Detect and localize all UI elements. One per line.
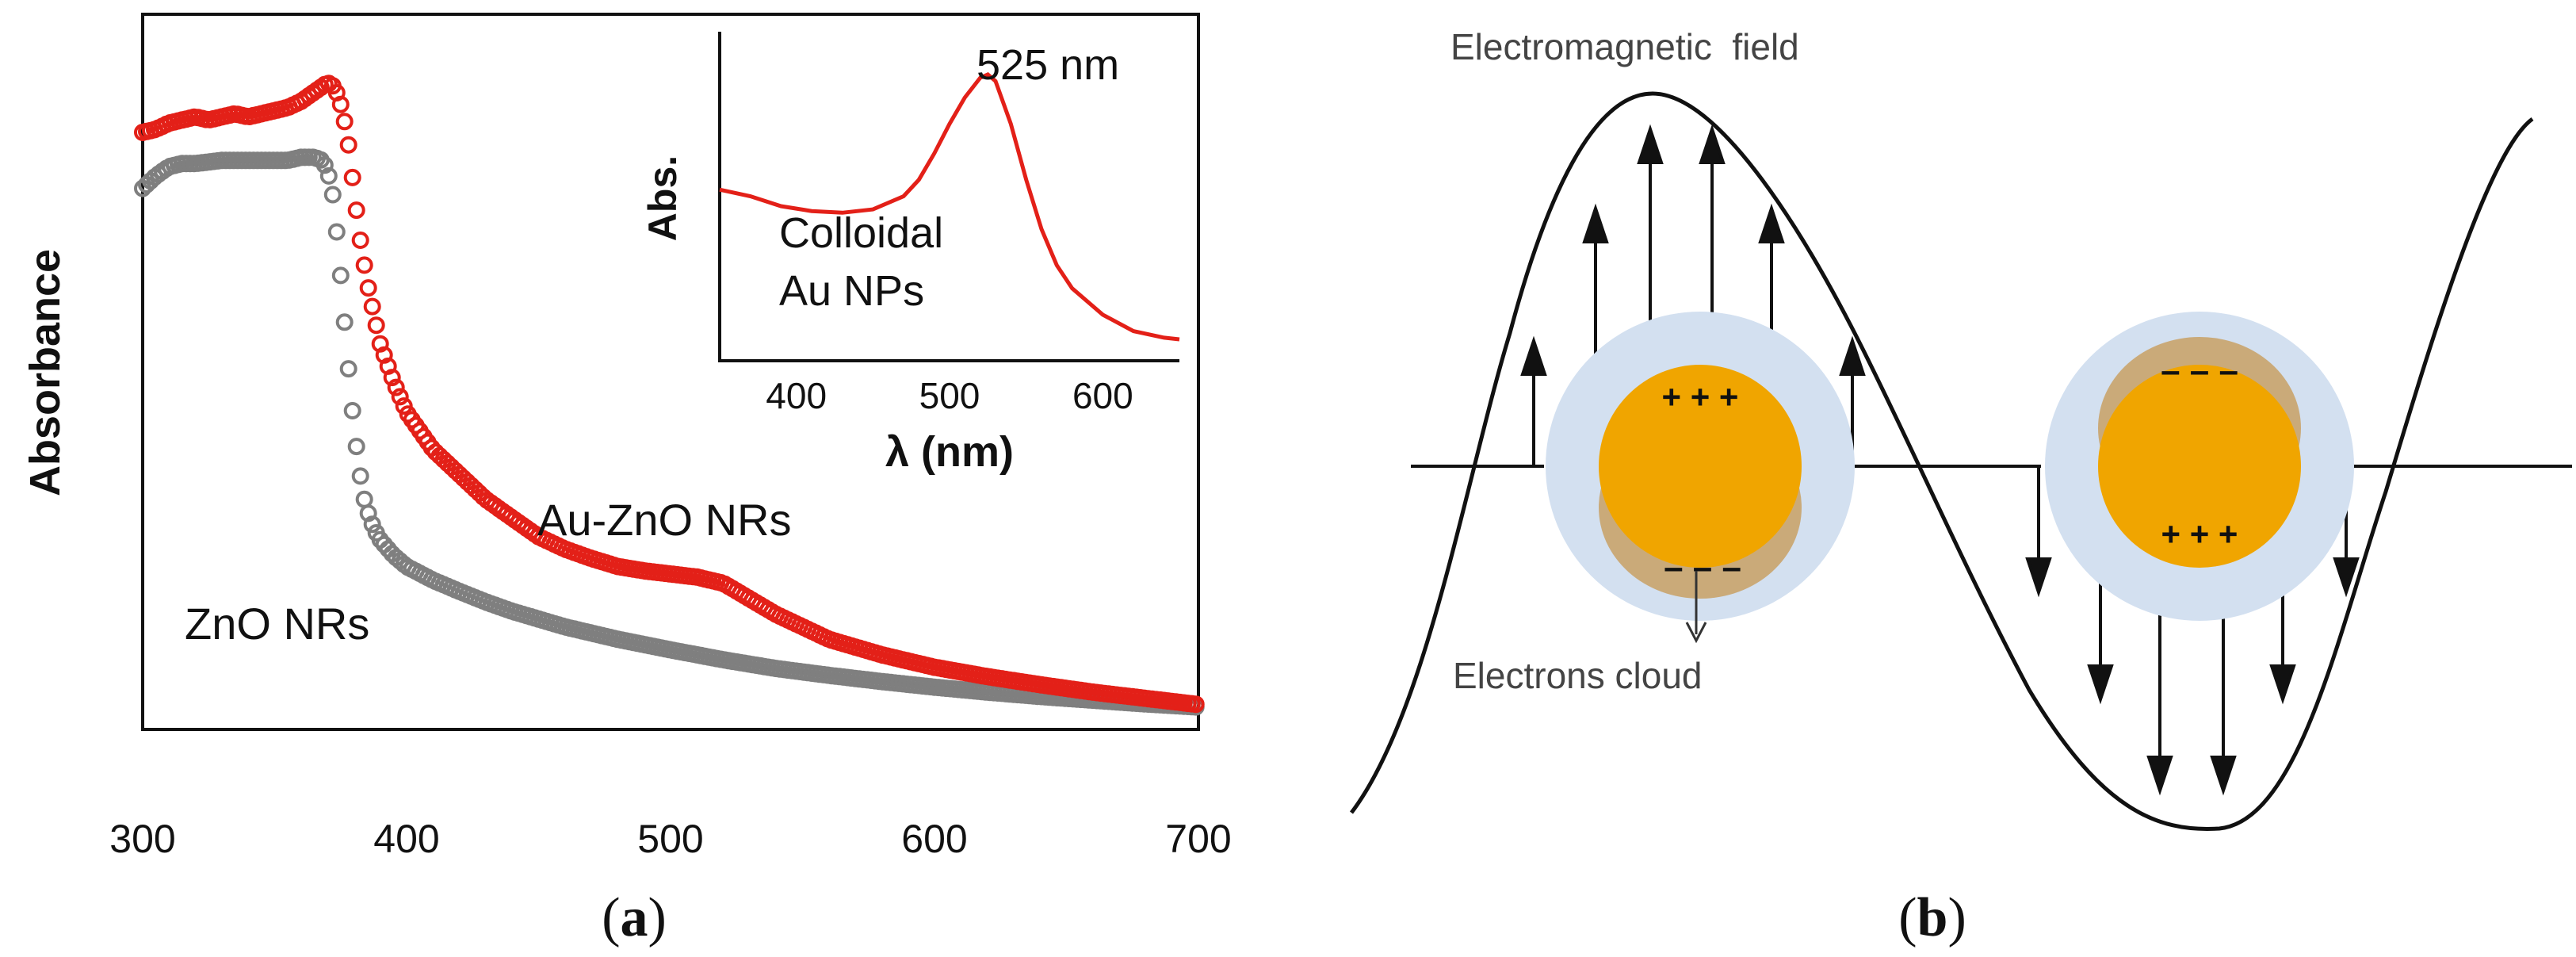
panel-a-chart: Absorbance 300 400 500 600 700 Au-ZnO NRs Zn…: [21, 13, 1232, 948]
data-point: [347, 438, 365, 456]
data-point: [315, 156, 334, 174]
data-point: [331, 266, 350, 285]
data-point: [351, 467, 369, 485]
data-point: [339, 136, 357, 154]
data-point: [327, 223, 346, 241]
inset-note-line2: Au NPs: [779, 267, 924, 315]
data-point: [383, 369, 401, 387]
cloud-label: Electrons cloud: [1453, 655, 1703, 696]
data-point: [1187, 695, 1205, 714]
data-point: [363, 515, 381, 534]
inset-spectrum-line: [719, 71, 1180, 342]
x-tick-label: 600: [901, 817, 967, 861]
annotation-au-zno: Au-ZnO NRs: [537, 495, 792, 545]
arrowhead: [2025, 557, 2052, 598]
panel-label-a: (a): [602, 887, 667, 948]
arrowhead: [1758, 203, 1785, 243]
data-point: [343, 168, 361, 186]
inset-x-tick-label: 600: [1072, 375, 1133, 416]
data-point: [387, 378, 405, 396]
metal-core: [2098, 365, 2301, 568]
data-point: [359, 504, 377, 523]
inset-y-label: Abs.: [640, 155, 685, 241]
panel-b-diagram: + + + – – – – – – + + + Electromagnetic …: [1350, 26, 2572, 948]
field-label: Electromagnetic field: [1450, 26, 1799, 67]
inset-note-line1: Colloidal: [779, 209, 943, 257]
inset-x-tick-label: 500: [919, 375, 980, 416]
plot-area: [141, 13, 1200, 731]
inset-x-label: λ (nm): [885, 428, 1014, 476]
arrowhead: [2210, 756, 2237, 796]
series-au-zno: [134, 75, 1205, 714]
arrowhead: [1520, 335, 1547, 376]
electromagnetic-wave: [1350, 91, 2534, 831]
arrowhead: [2333, 557, 2360, 598]
x-tick-label: 700: [1165, 817, 1231, 861]
series-zno: [134, 148, 1205, 716]
inset-chart: 400 500 600 Abs. λ (nm) 525 nm Colloidal A…: [640, 32, 1180, 476]
data-point: [323, 186, 342, 204]
data-point: [351, 232, 369, 249]
data-point: [359, 279, 377, 297]
data-series: [134, 75, 1205, 716]
arrowhead: [2087, 664, 2114, 705]
nanoparticle-1: + + + – – –: [1546, 312, 1855, 621]
data-point: [355, 490, 373, 508]
data-point: [391, 388, 409, 406]
data-point: [319, 167, 338, 185]
positive-charges: + + +: [1662, 378, 1739, 415]
annotation-zno: ZnO NRs: [185, 599, 369, 649]
negative-charges: – – –: [2161, 351, 2238, 390]
arrowhead: [1582, 203, 1609, 243]
y-axis-label: Absorbance: [21, 249, 69, 496]
x-tick-label: 300: [109, 817, 175, 861]
arrowhead: [1699, 124, 1726, 164]
data-point: [355, 256, 373, 274]
nanoparticle-2: – – – + + +: [2045, 312, 2354, 621]
negative-charges: – – –: [1664, 548, 1741, 587]
metal-core: [1599, 365, 1802, 568]
data-point: [339, 360, 357, 378]
inset-x-tick-label: 400: [766, 375, 827, 416]
arrowhead: [2146, 756, 2173, 796]
data-point: [335, 313, 354, 331]
inset-x-tick-labels: 400 500 600: [766, 375, 1133, 416]
data-point: [335, 113, 354, 131]
panel-label-b: (b): [1898, 887, 1966, 948]
x-tick-label: 500: [637, 817, 703, 861]
data-point: [347, 201, 365, 220]
data-point: [367, 316, 385, 335]
data-point: [343, 402, 361, 419]
data-point: [331, 95, 350, 113]
x-tick-labels: 300 400 500 600 700: [109, 817, 1231, 861]
cloud-pointer-head: [1685, 622, 1707, 644]
arrowhead: [1839, 335, 1866, 376]
arrowhead: [2269, 664, 2296, 705]
data-point: [363, 297, 381, 316]
x-tick-label: 400: [373, 817, 439, 861]
positive-charges: + + +: [2161, 515, 2238, 553]
inset-peak-label: 525 nm: [977, 41, 1119, 89]
arrowhead: [1637, 124, 1664, 164]
